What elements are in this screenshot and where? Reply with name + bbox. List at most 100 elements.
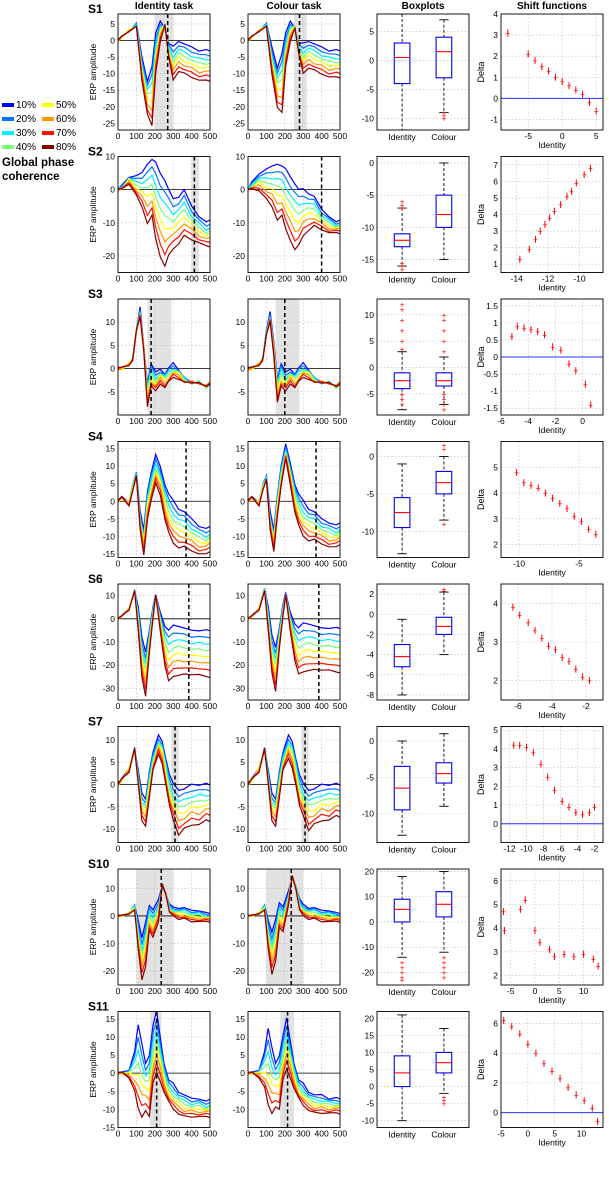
shift-point: + bbox=[560, 77, 565, 86]
x-tick-label: 0 bbox=[116, 1129, 121, 1139]
legend-item: 80% bbox=[42, 142, 76, 154]
shift-point: + bbox=[517, 1030, 522, 1039]
axes-frame bbox=[247, 868, 341, 986]
shift-point: + bbox=[539, 760, 544, 769]
x-tick-label: 100 bbox=[259, 1129, 273, 1139]
shift-point: + bbox=[552, 953, 557, 962]
x-tick-label: 0 bbox=[116, 701, 121, 711]
series-line-4 bbox=[248, 178, 340, 229]
x-tick-label: -4 bbox=[574, 844, 582, 854]
axes-frame bbox=[117, 726, 211, 843]
box-outlier: + bbox=[442, 406, 447, 415]
y-tick-label: -5 bbox=[366, 84, 374, 94]
x-tick-label: 0 bbox=[246, 1129, 251, 1139]
axes-frame bbox=[376, 868, 470, 986]
y-tick-label: 2 bbox=[369, 589, 374, 599]
shift-point: + bbox=[594, 107, 599, 116]
legend-title: Global phase coherence bbox=[2, 157, 75, 183]
plot-area bbox=[377, 733, 469, 836]
x-tick-label: 100 bbox=[259, 844, 273, 854]
shift-point: + bbox=[583, 380, 588, 389]
y-axis-label: Delta bbox=[476, 916, 486, 937]
x-tick-label: 300 bbox=[166, 131, 180, 141]
y-tick-label: -5 bbox=[366, 1099, 374, 1109]
axes-frame bbox=[376, 298, 470, 416]
y-tick-label: 5 bbox=[369, 336, 374, 346]
subject-label: S2 bbox=[88, 145, 103, 159]
y-tick-label: 5 bbox=[240, 1050, 245, 1060]
shift-point: + bbox=[565, 505, 570, 514]
y-tick-label: -5 bbox=[366, 772, 374, 782]
shift-point: + bbox=[538, 938, 543, 947]
x-tick-label: -5 bbox=[507, 986, 515, 996]
y-tick-label: -10 bbox=[233, 531, 246, 541]
y-tick-label: -15 bbox=[103, 1123, 116, 1133]
box-outlier: + bbox=[442, 1096, 447, 1105]
box-iqr bbox=[393, 42, 411, 85]
box-iqr bbox=[393, 1055, 411, 1088]
axes-frame bbox=[117, 156, 211, 273]
shift-point: + bbox=[562, 950, 567, 959]
legend-label: 80% bbox=[56, 142, 77, 153]
box-iqr bbox=[435, 762, 453, 784]
x-tick-label: 300 bbox=[166, 701, 180, 711]
axes-frame bbox=[117, 868, 211, 986]
box-outlier: + bbox=[442, 348, 447, 357]
shift-point: + bbox=[505, 29, 510, 38]
box-outlier: + bbox=[442, 390, 447, 399]
box-outlier: + bbox=[442, 109, 447, 118]
plot-area: ++++++++++++++++++ bbox=[377, 300, 469, 415]
series-line-6 bbox=[248, 1051, 340, 1111]
shift-point: + bbox=[538, 227, 543, 236]
shift-point: + bbox=[535, 327, 540, 336]
y-tick-label: 10 bbox=[236, 461, 246, 471]
box-outlier: + bbox=[442, 316, 447, 325]
y-tick-label: 10 bbox=[236, 152, 246, 162]
y-tick-label: -20 bbox=[233, 251, 246, 261]
legend-item: 70% bbox=[42, 128, 76, 140]
shift-point: + bbox=[510, 333, 515, 342]
x-tick-label: 300 bbox=[296, 986, 310, 996]
y-tick-label: -15 bbox=[103, 549, 116, 559]
y-tick-label: 0 bbox=[110, 614, 115, 624]
x-tick-label: 100 bbox=[129, 1129, 143, 1139]
box-outlier: + bbox=[442, 395, 447, 404]
legend-label: 20% bbox=[16, 114, 37, 125]
y-tick-label: 10 bbox=[106, 591, 116, 601]
x-tick-label: -5 bbox=[575, 559, 583, 569]
legend-label: 40% bbox=[16, 142, 37, 153]
axes-frame bbox=[500, 13, 604, 131]
box-outlier: + bbox=[400, 976, 405, 985]
shift-point: + bbox=[582, 171, 587, 180]
x-tick-label: 500 bbox=[333, 701, 347, 711]
box-outlier: + bbox=[400, 306, 405, 315]
box-outlier: + bbox=[400, 327, 405, 336]
y-tick-label: 4 bbox=[493, 488, 498, 498]
x-axis-label: Identity bbox=[538, 283, 566, 293]
x-tick-label: 100 bbox=[259, 131, 273, 141]
shift-point: + bbox=[523, 896, 528, 905]
x-axis-label: Identity bbox=[538, 425, 566, 435]
axes-frame bbox=[500, 156, 604, 273]
x-tick-label: 400 bbox=[185, 131, 199, 141]
x-category-label: Identity bbox=[388, 987, 416, 997]
shift-point: + bbox=[524, 743, 529, 752]
y-tick-label: 15 bbox=[236, 444, 246, 454]
y-tick-label: 5 bbox=[110, 340, 115, 350]
shift-point: + bbox=[592, 803, 597, 812]
x-tick-label: -10 bbox=[573, 274, 586, 284]
shift-point: + bbox=[547, 214, 552, 223]
x-tick-label: 300 bbox=[166, 986, 180, 996]
y-tick-label: 0 bbox=[110, 185, 115, 195]
series-line-7 bbox=[118, 182, 210, 257]
series-line-3 bbox=[248, 23, 340, 80]
y-tick-label: -20 bbox=[103, 251, 116, 261]
y-tick-label: -5 bbox=[107, 387, 115, 397]
box-outlier: + bbox=[400, 400, 405, 409]
legend-item: 60% bbox=[42, 114, 76, 126]
x-tick-label: 100 bbox=[129, 986, 143, 996]
shift-point: + bbox=[591, 955, 596, 964]
shift-point: + bbox=[553, 73, 558, 82]
x-tick-label: 300 bbox=[296, 701, 310, 711]
